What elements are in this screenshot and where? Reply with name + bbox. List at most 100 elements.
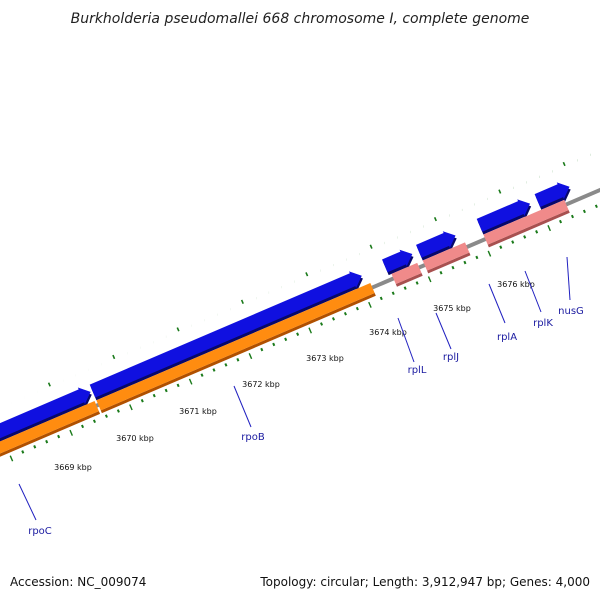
inner-tick [69,429,73,436]
inner-tick [92,419,96,423]
inner-tick [116,409,120,413]
inner-tick [523,235,527,239]
inner-tick-marks [9,204,598,462]
outer-tick [305,272,309,277]
inner-tick [272,342,276,347]
gene-bar-3-shadow [427,252,471,274]
gene-leader-line [233,385,252,428]
inner-tick [511,240,515,244]
outer-tick [433,216,437,222]
inner-tick [224,363,228,367]
cds-arrow-2-body [382,249,413,273]
gene-leader-line [524,270,542,313]
gene-label-rplJ[interactable]: rplJ [443,352,459,363]
gene-bar-1-shadow [100,293,376,414]
gene-label-rplL[interactable]: rplL [408,365,427,376]
gene-leader-line [18,483,37,521]
cds-arrow-0 [0,387,92,442]
inner-tick [129,404,133,411]
cds-arrow-4 [476,199,532,235]
inner-tick [188,378,193,385]
tick-labels: 3669 kbp 3670 kbp 3671 kbp 3672 kbp 3673 kbp… [54,280,535,472]
gene-bar-4-body [483,199,569,245]
outer-tick [369,244,373,249]
inner-tick [343,311,347,316]
cds-arrow-4-body [476,199,531,232]
gene-leader-line [566,256,571,301]
gene-bar-2-body [391,262,422,284]
outer-tick [240,299,244,304]
inner-tick [559,219,563,224]
cds-arrow-1-body [89,271,362,398]
inner-tick [439,271,443,275]
inner-tick [248,353,253,360]
gene-label-nusG[interactable]: nusG [558,306,584,317]
inner-tick [415,281,419,285]
inner-tick [284,337,288,342]
inner-tick [140,398,144,403]
gene-label-rpoC[interactable]: rpoC [28,526,52,537]
tick-label: 3670 kbp [116,434,154,443]
gene-bar-0-shadow [0,411,101,457]
gene-bar-0 [0,401,101,457]
cds-arrow-3-body [416,231,456,258]
inner-tick [81,424,85,429]
inner-tick [487,250,492,257]
inner-tick [451,265,455,270]
gene-leader-line [397,317,415,363]
inner-tick [9,455,14,462]
inner-tick [463,260,467,265]
gene-leader-line [435,312,452,350]
inner-tick [320,322,324,326]
map-title: Burkholderia pseudomallei 668 chromosome… [71,11,530,27]
gene-bar-1-body [96,282,375,411]
inner-tick [368,301,372,308]
gene-bar-4 [483,199,570,248]
inner-tick [21,450,25,454]
inner-tick [212,368,216,372]
outer-tick [112,354,116,360]
tick-label: 3669 kbp [54,463,92,472]
gene-label-rplA[interactable]: rplA [497,332,517,343]
cds-arrow-3 [416,231,457,261]
inner-tick [331,317,335,321]
inner-tick [535,230,539,234]
inner-tick [403,286,407,290]
inner-tick [391,291,395,296]
inner-tick [200,373,204,377]
inner-tick [260,347,264,352]
inner-tick [475,255,479,260]
gene-bar-1 [96,282,376,414]
gene-bar-4-shadow [487,209,570,248]
outer-tick [562,161,566,167]
gene-labels: rpoC rpoB rplL rplJ rplA rplK nusG [18,256,584,537]
inner-tick [570,214,574,219]
gene-label-rplK[interactable]: rplK [533,318,553,329]
outer-tick [47,382,51,387]
outer-tick [176,327,180,332]
tick-label: 3675 kbp [433,304,471,313]
gene-leader-line [488,283,506,324]
accession-text: Accession: NC_009074 [10,575,146,589]
gene-bar-2 [391,262,423,287]
gene-bar-3 [422,242,471,274]
gene-bar-3-body [422,242,470,271]
tick-label: 3672 kbp [242,380,280,389]
inner-tick [45,439,49,444]
inner-tick [33,445,37,449]
gene-bar-2-shadow [395,272,423,287]
gene-bar-0-body [0,401,99,454]
inner-tick [379,296,383,301]
gene-label-rpoB[interactable]: rpoB [241,432,265,443]
topology-text: Topology: circular; Length: 3,912,947 bp… [259,575,590,589]
inner-tick [152,393,156,398]
tick-label: 3674 kbp [369,328,407,337]
inner-tick [164,388,168,393]
cds-arrow-5-body [534,182,570,207]
inner-tick [594,204,598,209]
inner-tick [308,327,312,334]
cds-arrow-0-body [0,387,91,439]
outer-tick [498,189,502,194]
tick-label: 3676 kbp [497,280,535,289]
